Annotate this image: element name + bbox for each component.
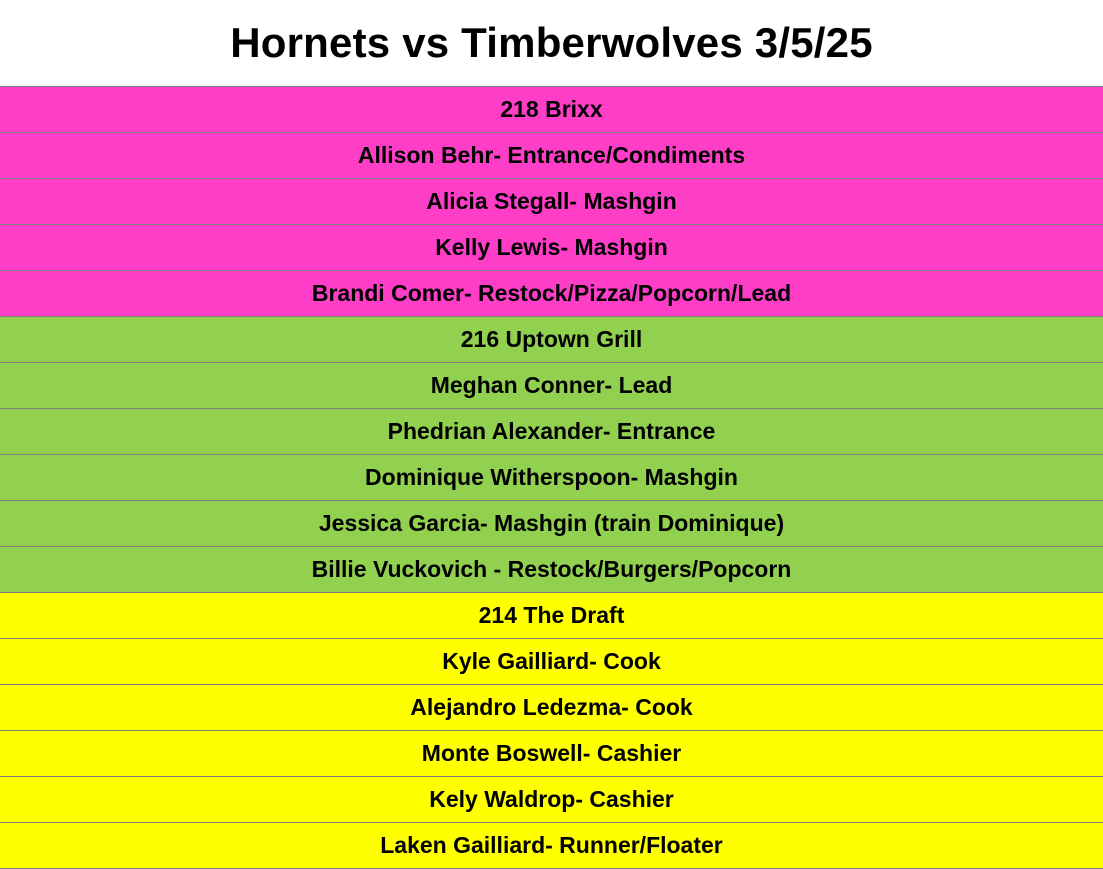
table-row: Dominique Witherspoon- Mashgin	[0, 454, 1103, 501]
table-row: Alejandro Ledezma- Cook	[0, 684, 1103, 731]
table-row: Meghan Conner- Lead	[0, 362, 1103, 409]
assignment-cell: Allison Behr- Entrance/Condiments	[0, 132, 1103, 179]
page-title: Hornets vs Timberwolves 3/5/25	[230, 19, 873, 66]
section-header: 218 Brixx	[0, 86, 1103, 133]
assignment-cell: Alejandro Ledezma- Cook	[0, 684, 1103, 731]
table-row: Allison Behr- Entrance/Condiments	[0, 132, 1103, 179]
assignment-cell: Meghan Conner- Lead	[0, 362, 1103, 409]
assignment-cell: Jessica Garcia- Mashgin (train Dominique…	[0, 500, 1103, 547]
table-row: Jessica Garcia- Mashgin (train Dominique…	[0, 500, 1103, 547]
assignment-cell: Billie Vuckovich - Restock/Burgers/Popco…	[0, 546, 1103, 593]
table-row: Kyle Gailliard- Cook	[0, 638, 1103, 685]
section-header-row: 214 The Draft	[0, 592, 1103, 639]
table-row: Laken Gailliard- Runner/Floater	[0, 822, 1103, 869]
table-row: Brandi Comer- Restock/Pizza/Popcorn/Lead	[0, 270, 1103, 317]
section-header-row: 218 Brixx	[0, 86, 1103, 133]
assignment-cell: Brandi Comer- Restock/Pizza/Popcorn/Lead	[0, 270, 1103, 317]
assignment-cell: Phedrian Alexander- Entrance	[0, 408, 1103, 455]
assignment-cell: Laken Gailliard- Runner/Floater	[0, 822, 1103, 869]
roster-table-body: 218 Brixx Allison Behr- Entrance/Condimen…	[0, 86, 1103, 869]
assignment-cell: Kyle Gailliard- Cook	[0, 638, 1103, 685]
assignment-cell: Alicia Stegall- Mashgin	[0, 178, 1103, 225]
section-header: 214 The Draft	[0, 592, 1103, 639]
table-row: Alicia Stegall- Mashgin	[0, 178, 1103, 225]
table-row: Monte Boswell- Cashier	[0, 730, 1103, 777]
table-row: Kelly Lewis- Mashgin	[0, 224, 1103, 271]
table-row: Billie Vuckovich - Restock/Burgers/Popco…	[0, 546, 1103, 593]
assignment-cell: Monte Boswell- Cashier	[0, 730, 1103, 777]
section-header-row: 216 Uptown Grill	[0, 316, 1103, 363]
roster-table: 218 Brixx Allison Behr- Entrance/Condimen…	[0, 86, 1103, 869]
assignment-cell: Dominique Witherspoon- Mashgin	[0, 454, 1103, 501]
table-row: Phedrian Alexander- Entrance	[0, 408, 1103, 455]
assignment-cell: Kely Waldrop- Cashier	[0, 776, 1103, 823]
section-header: 216 Uptown Grill	[0, 316, 1103, 363]
assignment-cell: Kelly Lewis- Mashgin	[0, 224, 1103, 271]
table-row: Kely Waldrop- Cashier	[0, 776, 1103, 823]
